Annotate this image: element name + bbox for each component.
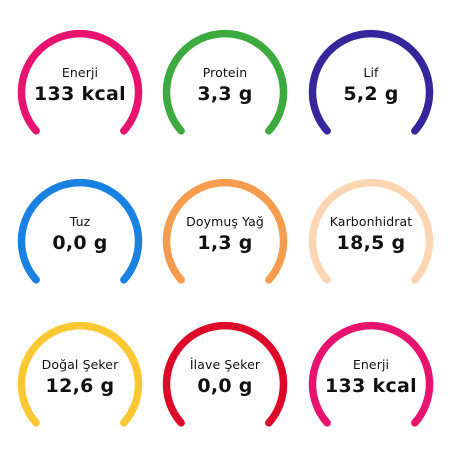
- gauge-label: İlave Şeker: [189, 357, 261, 372]
- gauge-arc: [17, 29, 143, 135]
- gauge-label: Doymuş Yağ: [186, 214, 264, 229]
- gauge-value: 0,0 g: [197, 375, 253, 397]
- gauge-ilave-seker: İlave Şeker 0,0 g: [160, 315, 290, 445]
- gauge-value: 3,3 g: [197, 83, 253, 105]
- gauge-label: Karbonhidrat: [329, 214, 413, 229]
- gauge-arc: [17, 178, 143, 284]
- gauge-enerji: Enerji 133 kcal: [15, 23, 145, 153]
- gauge-arc: [162, 29, 288, 135]
- gauge-label: Tuz: [69, 214, 91, 229]
- gauge-arc: [162, 178, 288, 284]
- gauge-karbonhidrat: Karbonhidrat 18,5 g: [306, 172, 436, 302]
- gauge-value: 133 kcal: [325, 375, 417, 397]
- gauge-label: Enerji: [352, 357, 390, 372]
- gauge-protein: Protein 3,3 g: [160, 23, 290, 153]
- gauge-value: 1,3 g: [197, 232, 253, 254]
- gauge-lif: Lif 5,2 g: [306, 23, 436, 153]
- gauge-tuz: Tuz 0,0 g: [15, 172, 145, 302]
- gauge-dogal-seker: Doğal Şeker 12,6 g: [15, 315, 145, 445]
- gauge-label: Protein: [202, 65, 248, 80]
- gauge-value: 133 kcal: [34, 83, 126, 105]
- gauge-arc: [162, 321, 288, 427]
- gauge-value: 0,0 g: [52, 232, 108, 254]
- gauge-value: 12,6 g: [45, 375, 115, 397]
- gauge-arc: [308, 321, 434, 427]
- gauge-arc: [17, 321, 143, 427]
- gauge-label: Enerji: [61, 65, 99, 80]
- gauge-label: Doğal Şeker: [41, 357, 119, 372]
- gauge-value: 18,5 g: [336, 232, 406, 254]
- gauge-enerji-2: Enerji 133 kcal: [306, 315, 436, 445]
- gauge-value: 5,2 g: [343, 83, 399, 105]
- gauge-arc: [308, 29, 434, 135]
- gauge-label: Lif: [363, 65, 379, 80]
- gauge-doymus-yag: Doymuş Yağ 1,3 g: [160, 172, 290, 302]
- gauge-arc: [308, 178, 434, 284]
